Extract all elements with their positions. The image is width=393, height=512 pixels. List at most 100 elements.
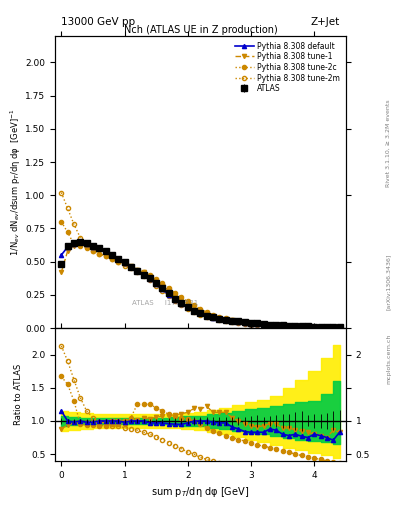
Text: mcplots.cern.ch: mcplots.cern.ch (386, 333, 391, 383)
Pythia 8.308 tune-1 (141, 269, 146, 275)
Pythia 8.308 tune-1 (255, 321, 260, 327)
Pythia 8.308 tune-2m (65, 205, 70, 211)
Pythia 8.308 tune-2c (261, 322, 266, 328)
Pythia 8.308 tune-2m (274, 323, 279, 329)
Pythia 8.308 tune-2c (211, 312, 215, 318)
Pythia 8.308 default (211, 314, 215, 321)
Pythia 8.308 tune-2m (211, 315, 215, 322)
Pythia 8.308 tune-2c (217, 314, 222, 320)
Pythia 8.308 default (331, 324, 336, 330)
Pythia 8.308 default (305, 324, 310, 330)
Pythia 8.308 default (103, 248, 108, 254)
Pythia 8.308 tune-1 (198, 308, 203, 314)
Pythia 8.308 tune-2c (147, 272, 152, 278)
Pythia 8.308 tune-2c (84, 245, 89, 251)
Pythia 8.308 tune-2m (129, 265, 133, 271)
Pythia 8.308 tune-2m (122, 263, 127, 269)
Pythia 8.308 tune-1 (305, 324, 310, 330)
Text: [arXiv:1306.3436]: [arXiv:1306.3436] (386, 253, 391, 310)
Pythia 8.308 tune-1 (135, 266, 140, 272)
Pythia 8.308 tune-2c (293, 324, 298, 330)
Pythia 8.308 tune-1 (110, 252, 114, 258)
Pythia 8.308 tune-2m (72, 221, 76, 227)
Pythia 8.308 tune-2m (141, 273, 146, 279)
Pythia 8.308 tune-2m (59, 189, 64, 196)
Pythia 8.308 tune-1 (318, 324, 323, 330)
Pythia 8.308 tune-1 (230, 317, 234, 324)
Pythia 8.308 tune-2c (129, 264, 133, 270)
Pythia 8.308 tune-2m (97, 250, 102, 257)
X-axis label: sum p$_T$/dη dφ [GeV]: sum p$_T$/dη dφ [GeV] (151, 485, 250, 499)
Pythia 8.308 tune-2m (305, 324, 310, 330)
Pythia 8.308 tune-2c (173, 290, 178, 296)
Pythia 8.308 tune-2c (325, 324, 329, 330)
Pythia 8.308 tune-2m (299, 324, 304, 330)
Pythia 8.308 default (116, 256, 121, 262)
Pythia 8.308 default (160, 286, 165, 292)
Pythia 8.308 default (173, 297, 178, 303)
Pythia 8.308 default (154, 281, 158, 287)
Pythia 8.308 default (110, 252, 114, 258)
Pythia 8.308 tune-2m (160, 288, 165, 294)
Pythia 8.308 tune-2c (198, 306, 203, 312)
Pythia 8.308 default (135, 268, 140, 274)
Pythia 8.308 tune-2m (103, 253, 108, 260)
Pythia 8.308 default (280, 323, 285, 329)
Pythia 8.308 tune-1 (160, 283, 165, 289)
Pythia 8.308 default (337, 324, 342, 330)
Pythia 8.308 default (185, 304, 190, 310)
Pythia 8.308 tune-1 (268, 322, 272, 328)
Pythia 8.308 default (78, 239, 83, 245)
Line: Pythia 8.308 tune-2c: Pythia 8.308 tune-2c (59, 220, 342, 330)
Pythia 8.308 tune-1 (331, 324, 336, 330)
Pythia 8.308 tune-2m (179, 303, 184, 309)
Pythia 8.308 default (217, 316, 222, 322)
Pythia 8.308 tune-2c (223, 315, 228, 322)
Pythia 8.308 tune-2c (103, 253, 108, 260)
Pythia 8.308 tune-1 (249, 320, 253, 326)
Pythia 8.308 tune-2m (167, 293, 171, 299)
Pythia 8.308 tune-2c (59, 219, 64, 225)
Pythia 8.308 tune-2c (160, 280, 165, 286)
Pythia 8.308 tune-1 (299, 324, 304, 330)
Text: Rivet 3.1.10, ≥ 3.2M events: Rivet 3.1.10, ≥ 3.2M events (386, 99, 391, 187)
Pythia 8.308 tune-1 (84, 243, 89, 249)
Y-axis label: Ratio to ATLAS: Ratio to ATLAS (14, 364, 23, 425)
Pythia 8.308 tune-1 (217, 314, 222, 321)
Pythia 8.308 default (65, 244, 70, 250)
Pythia 8.308 tune-1 (65, 248, 70, 254)
Pythia 8.308 default (179, 301, 184, 307)
Pythia 8.308 tune-2m (84, 243, 89, 249)
Pythia 8.308 tune-1 (242, 319, 247, 325)
Pythia 8.308 default (268, 322, 272, 328)
Pythia 8.308 tune-1 (261, 321, 266, 327)
Pythia 8.308 tune-2m (286, 324, 291, 330)
Pythia 8.308 tune-2m (261, 323, 266, 329)
Pythia 8.308 default (72, 241, 76, 247)
Pythia 8.308 tune-2c (331, 324, 336, 330)
Pythia 8.308 tune-2c (135, 266, 140, 272)
Line: Pythia 8.308 tune-2m: Pythia 8.308 tune-2m (59, 190, 342, 330)
Pythia 8.308 tune-2m (173, 298, 178, 305)
Pythia 8.308 default (274, 323, 279, 329)
Pythia 8.308 tune-2m (116, 259, 121, 265)
Pythia 8.308 tune-2c (268, 322, 272, 328)
Pythia 8.308 tune-2m (185, 306, 190, 312)
Pythia 8.308 tune-2m (198, 312, 203, 318)
Pythia 8.308 tune-1 (116, 256, 121, 262)
Text: 13000 GeV pp: 13000 GeV pp (61, 17, 135, 27)
Pythia 8.308 default (147, 276, 152, 282)
Pythia 8.308 tune-2c (65, 229, 70, 236)
Pythia 8.308 tune-2m (91, 248, 95, 254)
Pythia 8.308 tune-2m (337, 325, 342, 331)
Pythia 8.308 tune-2m (280, 324, 285, 330)
Text: Z+Jet: Z+Jet (311, 17, 340, 27)
Pythia 8.308 tune-2m (204, 313, 209, 319)
Pythia 8.308 tune-1 (223, 316, 228, 322)
Pythia 8.308 tune-1 (185, 301, 190, 307)
Pythia 8.308 default (198, 310, 203, 316)
Pythia 8.308 tune-2m (78, 234, 83, 241)
Pythia 8.308 default (122, 260, 127, 266)
Title: Nch (ATLAS UE in Z production): Nch (ATLAS UE in Z production) (123, 25, 277, 35)
Pythia 8.308 tune-1 (59, 269, 64, 275)
